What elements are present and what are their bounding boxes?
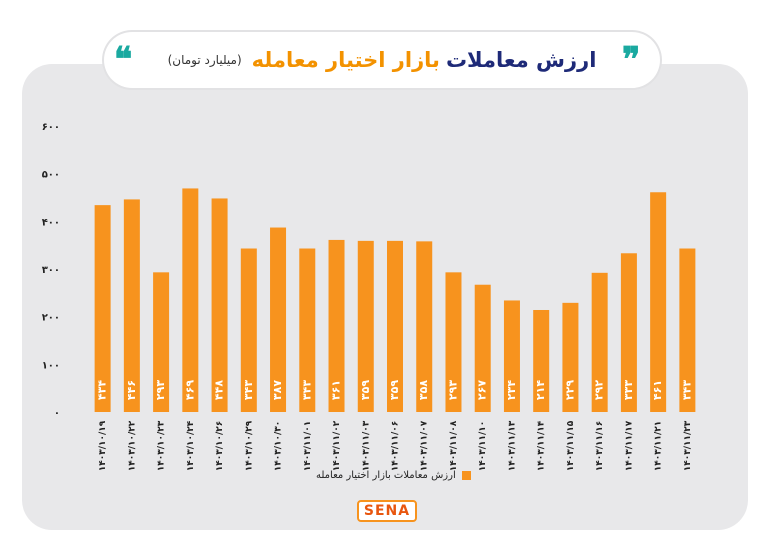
bar-value-label: ۲۲۹ (563, 380, 576, 400)
x-tick-label: ۱۴۰۳/۱۱/۱۴ (537, 420, 547, 471)
bar-value-label: ۴۳۴ (96, 380, 109, 400)
x-tick-label: ۱۴۰۳/۱۱/۱۵ (566, 420, 576, 471)
x-tick-label: ۱۴۰۳/۱۰/۱۹ (98, 420, 108, 471)
x-tick-label: ۱۴۰۳/۱۰/۲۳ (157, 420, 167, 471)
bar-value-label: ۴۴۶ (125, 380, 138, 400)
bar (211, 198, 228, 412)
bar-value-label: ۲۹۳ (446, 380, 459, 400)
x-tick-label: ۱۴۰۳/۱۰/۲۹ (244, 420, 254, 471)
bar-value-label: ۴۴۸ (213, 380, 226, 400)
bar (562, 302, 579, 412)
bar-value-label: ۳۴۳ (680, 380, 693, 400)
x-tick-label: ۱۴۰۳/۱۱/۲۱ (654, 421, 664, 472)
bar-value-label: ۲۹۳ (154, 380, 167, 400)
quote-right-icon: ❞ (622, 40, 641, 80)
bar-value-label: ۲۹۲ (593, 380, 606, 400)
x-tick-label: ۱۴۰۳/۱۱/۱۰ (478, 421, 488, 472)
bar (94, 205, 111, 412)
bar-value-label: ۲۱۴ (534, 380, 547, 400)
bar (240, 248, 257, 412)
legend-label: ارزش معاملات بازار اختیار معامله (316, 470, 456, 481)
x-tick-label: ۱۴۰۳/۱۱/۰۳ (361, 420, 371, 471)
chart-subtitle: (میلیارد تومان) (167, 53, 242, 67)
bar-value-label: ۳۴۳ (242, 380, 255, 400)
x-tick-label: ۱۴۰۳/۱۱/۱۳ (507, 420, 517, 471)
bar (620, 253, 637, 412)
bar (591, 272, 608, 412)
bar (270, 227, 287, 412)
bar (153, 272, 170, 412)
bar (503, 300, 520, 412)
sena-logo: SENA (357, 500, 417, 522)
x-tick-label: ۱۴۰۳/۱۱/۰۶ (391, 421, 401, 472)
x-tick-label: ۱۴۰۳/۱۰/۳۰ (274, 421, 284, 472)
bar-value-label: ۳۸۷ (271, 380, 284, 400)
legend-swatch (461, 471, 471, 480)
chart-title-main: ارزش معاملات (445, 48, 597, 72)
chart-title-box: ارزش معاملات بازار اختیار معامله (میلیار… (104, 32, 660, 88)
chart-title-accent: بازار اختیار معامله (251, 48, 440, 72)
chart-legend: ارزش معاملات بازار اختیار معامله (316, 470, 471, 481)
bar (357, 240, 374, 412)
bar-value-label: ۳۴۳ (300, 380, 313, 400)
x-tick-label: ۱۴۰۳/۱۰/۲۶ (215, 421, 225, 472)
bar (650, 192, 667, 412)
bar-value-label: ۴۶۱ (651, 380, 664, 400)
x-tick-label: ۱۴۰۳/۱۰/۲۴ (186, 420, 196, 471)
bar (123, 199, 140, 412)
quote-left-icon: ❝ (114, 40, 133, 80)
bar (182, 188, 199, 412)
y-tick-label: ۰ (54, 408, 60, 419)
x-tick-label: ۱۴۰۳/۱۱/۰۸ (449, 420, 459, 471)
x-tick-label: ۱۴۰۳/۱۱/۰۷ (420, 420, 430, 471)
bar (328, 239, 345, 412)
x-tick-label: ۱۴۰۳/۱۱/۱۶ (595, 421, 605, 472)
x-tick-label: ۱۴۰۳/۱۱/۰۲ (332, 420, 342, 471)
bar-value-label: ۲۶۷ (476, 380, 489, 400)
bar (299, 248, 316, 412)
bar (533, 309, 550, 412)
y-tick-label: ۲۰۰ (42, 313, 60, 324)
bar (387, 240, 403, 412)
bar-value-label: ۳۵۹ (388, 380, 401, 400)
y-tick-label: ۱۰۰ (42, 360, 60, 371)
bar-value-label: ۳۳۳ (622, 380, 635, 400)
y-tick-label: ۵۰۰ (42, 170, 60, 181)
bar-value-label: ۲۳۴ (505, 380, 518, 400)
bar-value-label: ۴۶۹ (183, 380, 196, 400)
bar (445, 272, 462, 412)
x-tick-label: ۱۴۰۳/۱۱/۲۳ (683, 420, 693, 471)
bar-value-label: ۳۵۸ (417, 380, 430, 400)
x-tick-label: ۱۴۰۳/۱۱/۱۷ (624, 420, 634, 471)
bar (474, 284, 491, 412)
x-tick-label: ۱۴۰۳/۱۱/۰۱ (303, 421, 313, 472)
y-tick-label: ۶۰۰ (42, 122, 60, 133)
y-tick-label: ۴۰۰ (42, 217, 60, 228)
bar-value-label: ۳۵۹ (359, 380, 372, 400)
bar-value-label: ۳۶۱ (330, 380, 343, 400)
bar (679, 248, 696, 412)
y-tick-label: ۳۰۰ (42, 265, 60, 276)
x-tick-label: ۱۴۰۳/۱۰/۲۲ (127, 420, 137, 471)
bar (416, 241, 433, 412)
